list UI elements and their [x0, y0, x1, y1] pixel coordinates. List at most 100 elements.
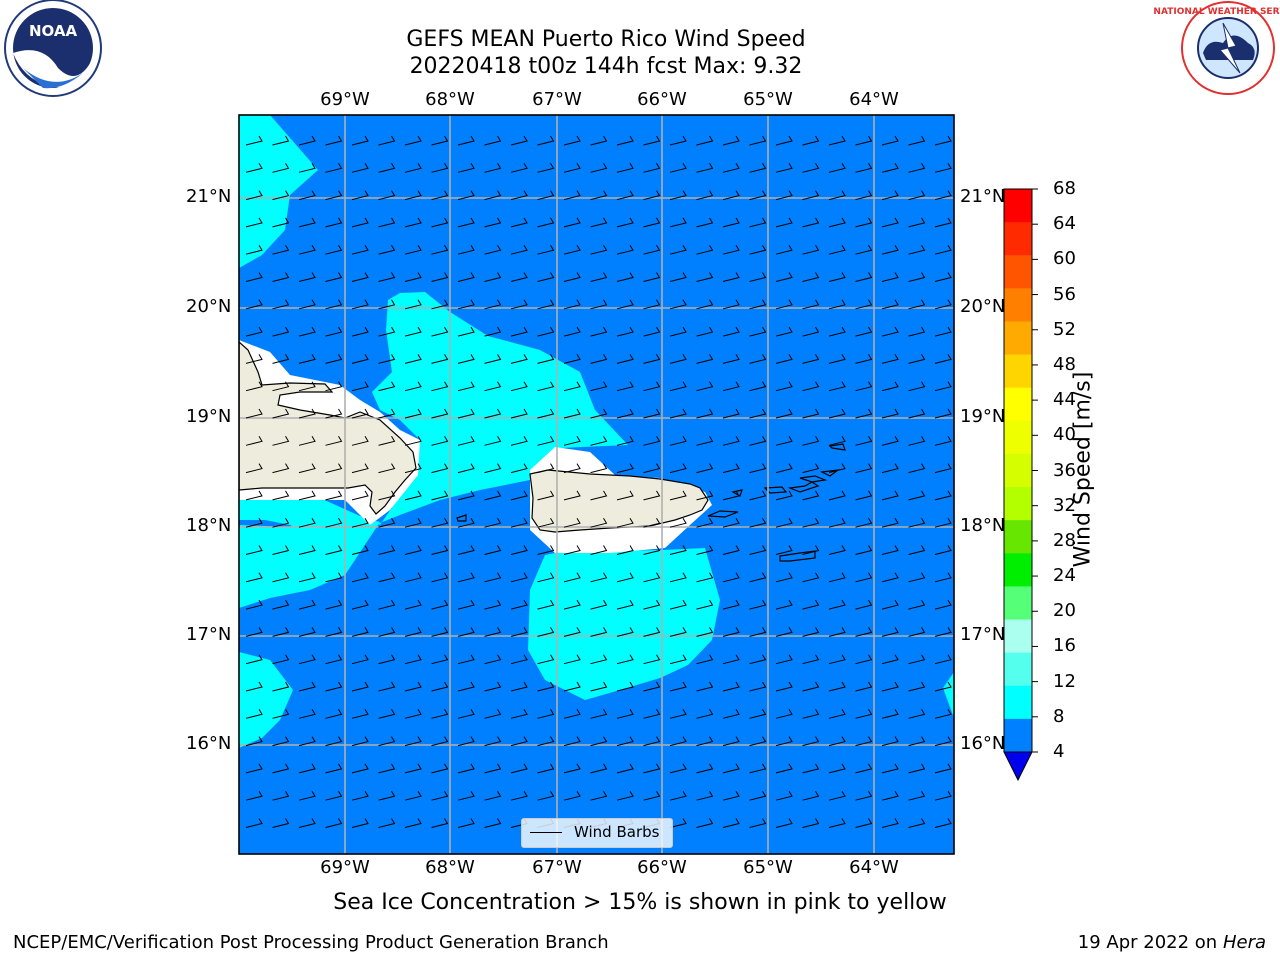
wind-barb	[934, 790, 952, 801]
wind-barb	[431, 190, 449, 201]
wind-barb	[298, 354, 316, 364]
wind-barb	[696, 272, 714, 282]
wind-barb	[404, 572, 422, 583]
wind-barb	[245, 709, 263, 719]
wind-barb	[828, 163, 846, 173]
wind-barb	[775, 190, 793, 201]
wind-barb	[722, 272, 740, 282]
wind-barb	[749, 654, 767, 665]
wind-barb	[908, 763, 926, 774]
wind-barb	[855, 599, 873, 610]
wind-barb	[431, 299, 449, 310]
wind-barb	[404, 627, 422, 637]
wind-barb	[881, 244, 899, 255]
wind-barb	[802, 627, 820, 637]
wind-barb	[378, 272, 396, 282]
wind-barb	[351, 545, 369, 555]
wind-barb	[802, 163, 820, 173]
wind-barb	[828, 599, 846, 610]
wind-barb	[272, 599, 290, 610]
wind-barb	[828, 190, 846, 201]
wind-barb	[696, 135, 714, 146]
wind-barb	[669, 736, 687, 747]
noaa-logo[interactable]: NOAA	[4, 0, 102, 97]
wind-barb	[802, 244, 820, 255]
wind-barb	[908, 381, 926, 392]
wind-barb	[855, 517, 873, 528]
wind-barb	[563, 790, 581, 801]
wind-barb	[404, 545, 422, 555]
wind-barb	[563, 244, 581, 255]
wind-barb	[828, 272, 846, 282]
wind-barb	[245, 354, 263, 364]
wind-barb	[855, 381, 873, 392]
wind-barb	[669, 163, 687, 173]
wind-barb	[484, 463, 502, 474]
wind-barb	[802, 599, 820, 610]
wind-barb	[298, 681, 316, 692]
colorbar-tick-label: 40	[1053, 424, 1076, 446]
wind-barb	[484, 381, 502, 392]
chart-subtitle: 20220418 t00z 144h fcst Max: 9.32	[409, 54, 803, 79]
wind-barb	[934, 818, 952, 828]
wind-barb	[537, 408, 555, 419]
wind-barb	[325, 818, 343, 828]
wind-barb	[855, 627, 873, 637]
wind-barb	[431, 709, 449, 719]
wind-barb	[616, 572, 634, 583]
wind-barb	[484, 217, 502, 228]
wind-barb	[908, 517, 926, 528]
map-panel[interactable]	[239, 115, 954, 854]
svg-text:NOAA: NOAA	[29, 22, 78, 40]
wind-barb	[563, 436, 581, 446]
wind-barb	[775, 299, 793, 310]
wind-barb	[510, 709, 528, 719]
wind-barb	[696, 463, 714, 474]
wind-barb	[828, 763, 846, 774]
wind-barb	[378, 381, 396, 392]
lat-label-right: 20°N	[960, 296, 1006, 317]
wind-barb	[245, 599, 263, 610]
wind-barb	[563, 190, 581, 201]
wind-barb	[934, 436, 952, 446]
colorbar-tick-label: 32	[1053, 494, 1076, 516]
wind-barb	[828, 627, 846, 637]
wind-barb	[378, 217, 396, 228]
wind-barb	[510, 736, 528, 747]
wind-region-se	[943, 672, 954, 718]
wind-barb	[378, 654, 396, 665]
wind-barb	[245, 163, 263, 173]
wind-barb	[245, 135, 263, 146]
wind-barb	[749, 326, 767, 337]
wind-barb	[775, 135, 793, 146]
wind-barb	[325, 326, 343, 337]
wind-barb	[828, 545, 846, 555]
wind-barb	[616, 627, 634, 637]
wind-barb	[378, 599, 396, 610]
nws-logo[interactable]: NATIONAL WEATHER SERVICE	[1153, 1, 1280, 95]
map-legend[interactable]: Wind Barbs	[521, 818, 673, 848]
wind-barb	[802, 135, 820, 146]
wind-barb	[669, 599, 687, 610]
wind-barb	[669, 517, 687, 528]
wind-barb	[298, 299, 316, 310]
wind-barb	[457, 736, 475, 747]
wind-barb	[272, 299, 290, 310]
wind-barb	[404, 463, 422, 474]
wind-barb	[616, 790, 634, 801]
wind-barb	[351, 490, 369, 501]
wind-barb	[643, 599, 661, 610]
wind-barb	[404, 436, 422, 446]
wind-barb	[590, 517, 608, 528]
wind-barb	[802, 572, 820, 583]
wind-barb	[616, 326, 634, 337]
wind-barb	[828, 354, 846, 364]
wind-barb	[431, 572, 449, 583]
wind-region-nw	[239, 115, 318, 268]
wind-barb	[828, 381, 846, 392]
wind-barb	[457, 326, 475, 337]
wind-barb	[537, 654, 555, 665]
wind-barb	[510, 599, 528, 610]
wind-barb	[616, 190, 634, 201]
wind-barb	[351, 326, 369, 337]
